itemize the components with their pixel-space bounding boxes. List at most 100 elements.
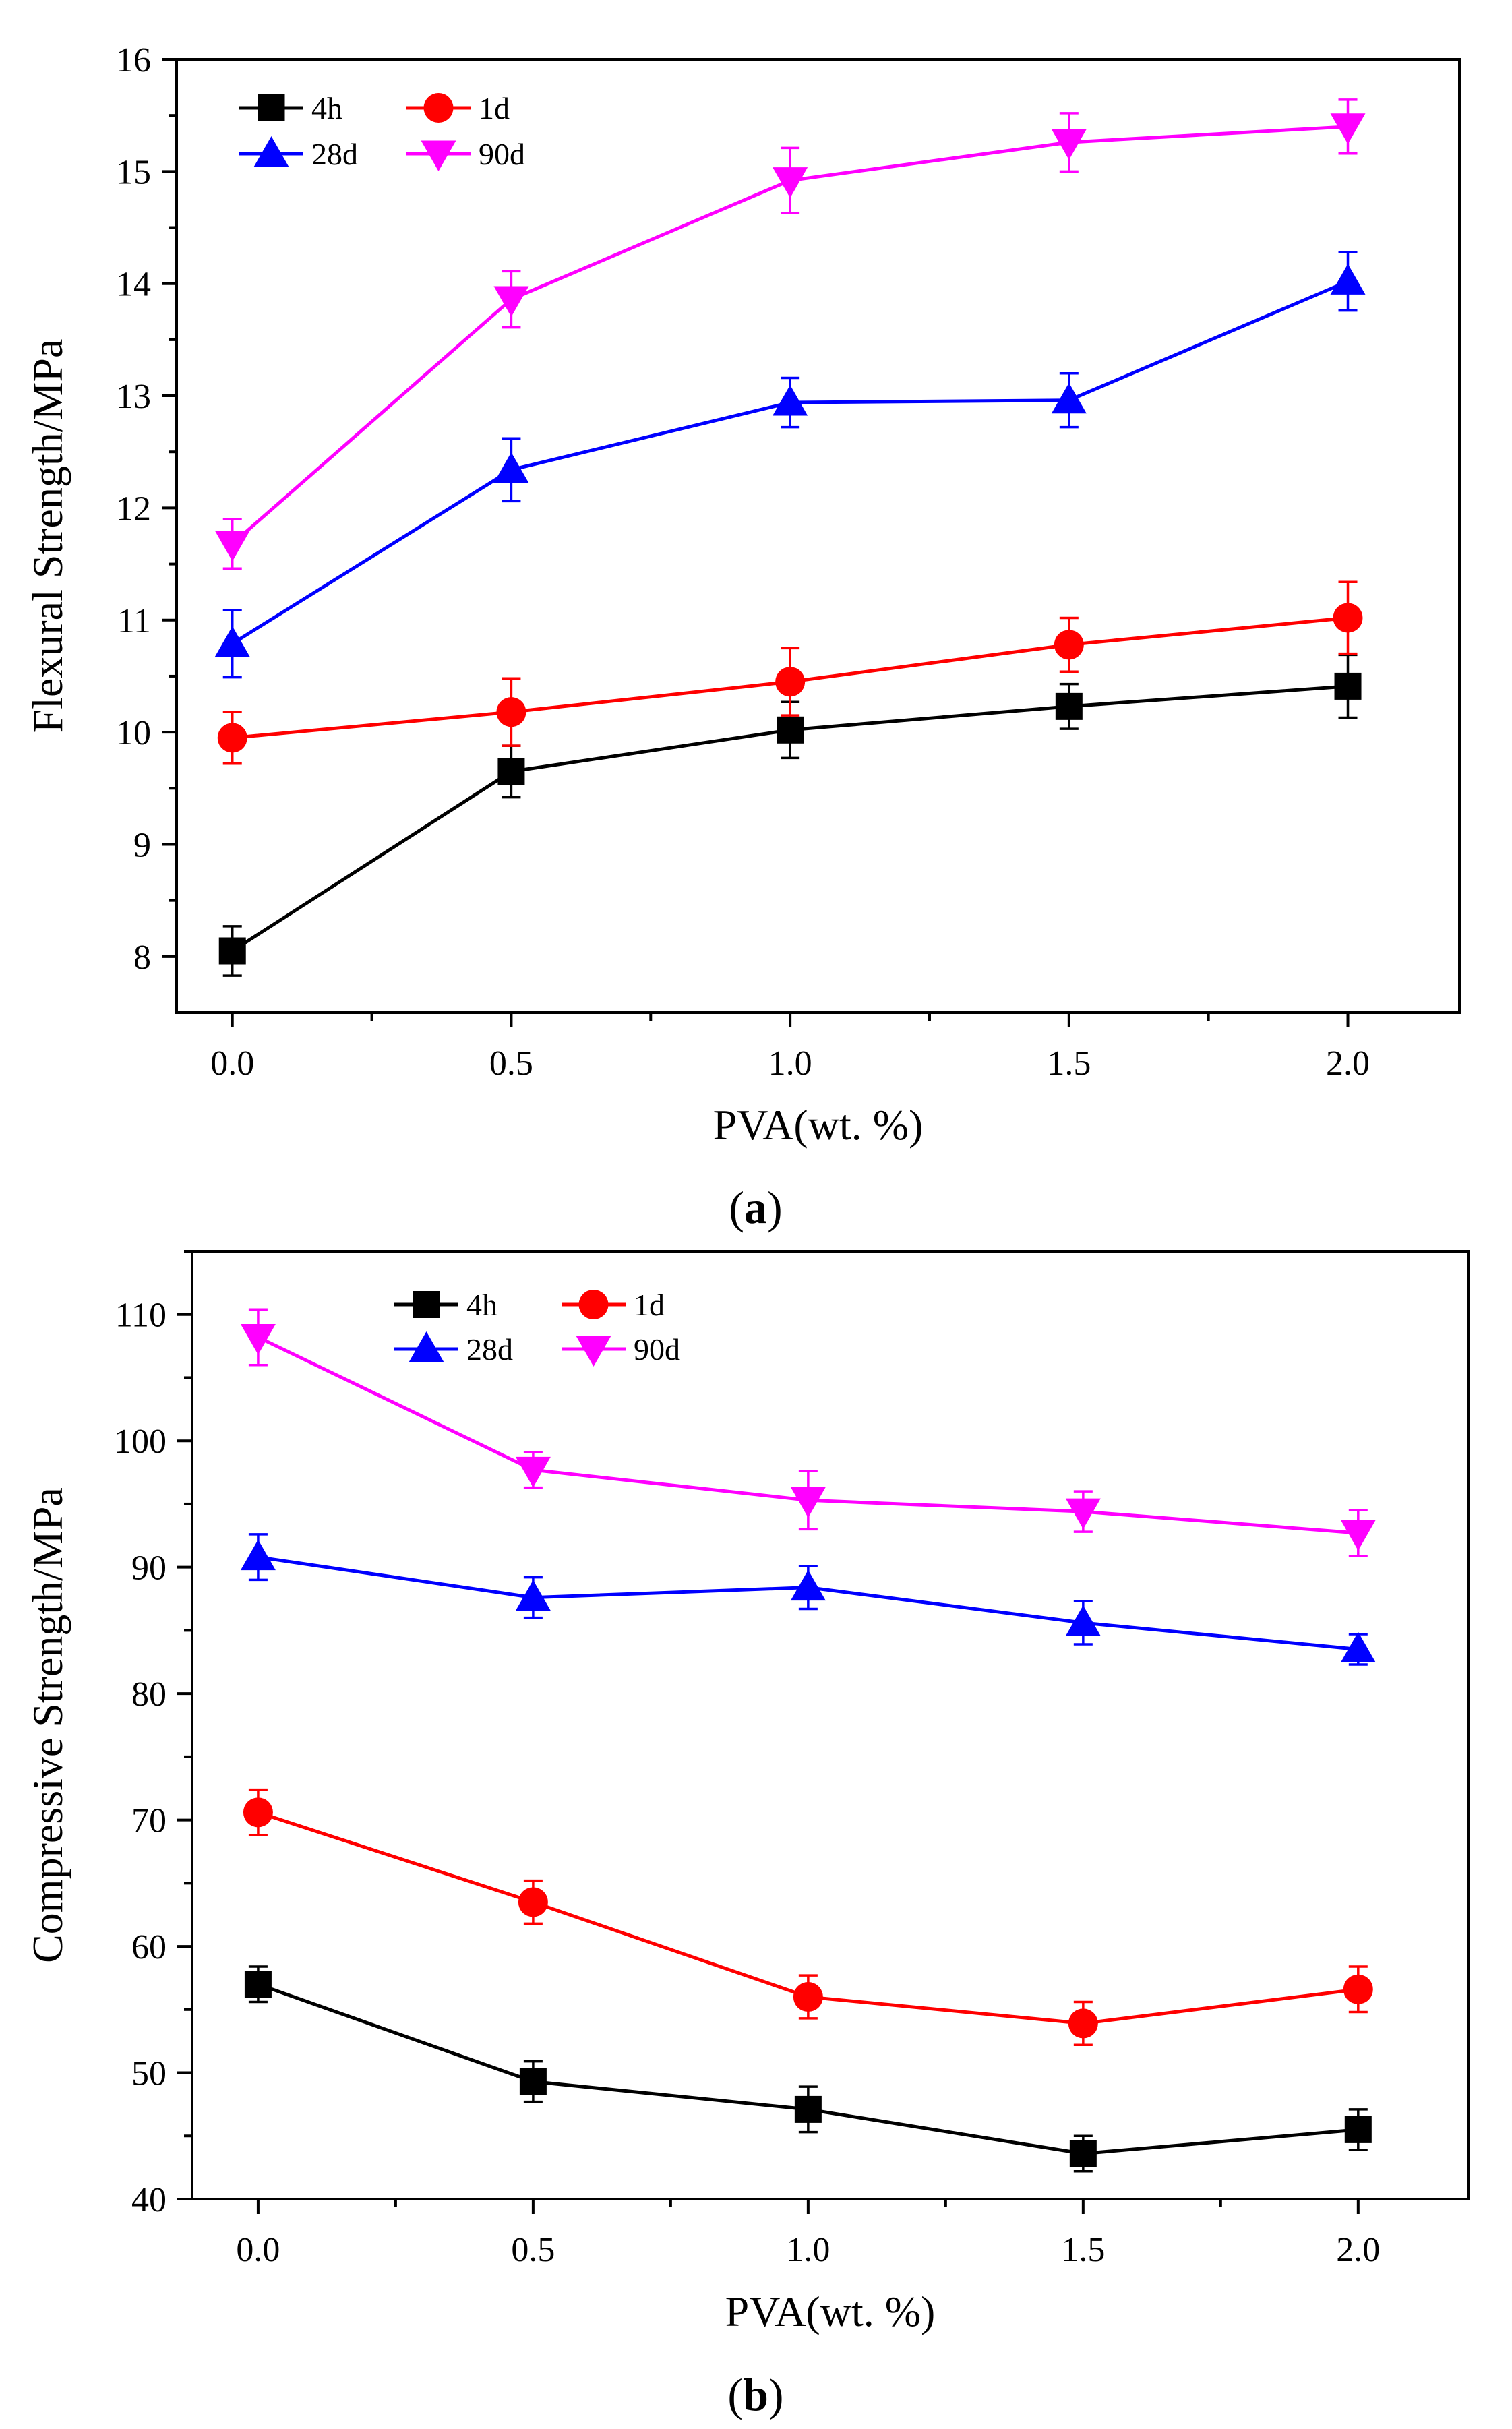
data-point <box>217 723 247 753</box>
data-point <box>218 937 246 965</box>
y-tick-label: 40 <box>131 2181 167 2219</box>
x-tick-label: 1.0 <box>768 1044 812 1083</box>
data-point <box>214 626 250 657</box>
data-point <box>519 2068 547 2095</box>
y-tick-label: 80 <box>131 1675 167 1714</box>
data-point <box>515 1580 551 1611</box>
data-point <box>1330 264 1366 295</box>
legend-label: 28d <box>466 1332 513 1367</box>
series-line <box>231 280 1349 645</box>
legend-label: 28d <box>311 137 358 171</box>
legend-marker <box>409 1331 444 1362</box>
plot-frame <box>175 58 1461 1014</box>
x-tick-label: 1.5 <box>1061 2231 1105 2269</box>
data-point <box>793 1982 823 2012</box>
data-point <box>243 1797 273 1828</box>
panel-a-letter: a <box>744 1182 767 1233</box>
data-point <box>1330 113 1366 144</box>
x-tick-label: 1.0 <box>786 2231 830 2269</box>
y-tick-label: 12 <box>116 489 151 528</box>
y-tick-label: 8 <box>133 938 151 977</box>
legend-marker <box>423 93 454 123</box>
series-90d <box>240 1308 1376 1557</box>
y-tick-label: 70 <box>131 1802 167 1840</box>
x-tick-label: 1.5 <box>1047 1044 1091 1083</box>
legend-marker <box>578 1290 609 1319</box>
legend-label: 90d <box>479 137 525 171</box>
data-point <box>1065 1498 1101 1530</box>
data-point <box>773 167 808 198</box>
data-point <box>1343 1974 1373 2004</box>
panel-a-caption: (a) <box>729 1182 782 1233</box>
data-point <box>244 1971 272 1998</box>
data-point <box>493 452 529 483</box>
series-90d <box>214 98 1366 570</box>
data-point <box>493 286 529 317</box>
legend-label: 90d <box>634 1332 680 1367</box>
data-point <box>515 1456 551 1488</box>
x-axis-label: PVA(wt. %) <box>713 1101 924 1149</box>
data-point <box>1333 603 1363 633</box>
data-point <box>1068 2008 1098 2039</box>
data-point <box>773 385 808 416</box>
y-tick-label: 14 <box>116 266 151 304</box>
series-4h <box>244 1965 1372 2173</box>
y-tick-label: 100 <box>114 1422 167 1461</box>
y-tick-label: 110 <box>115 1296 167 1335</box>
data-point <box>790 1487 826 1518</box>
data-point <box>1065 1605 1101 1636</box>
legend-label: 1d <box>479 91 510 125</box>
data-point <box>1340 1520 1376 1551</box>
data-point <box>1344 2116 1372 2143</box>
data-point <box>240 1539 276 1571</box>
series-28d <box>214 251 1366 679</box>
x-tick-label: 2.0 <box>1326 1044 1370 1083</box>
series-1d <box>243 1788 1373 2047</box>
data-point <box>214 531 250 562</box>
legend-marker <box>253 136 289 167</box>
panel-b-letter: b <box>743 2369 768 2420</box>
y-tick-label: 11 <box>117 602 151 640</box>
y-tick-label: 9 <box>133 826 151 864</box>
legend-marker <box>413 1291 440 1318</box>
data-point <box>1334 672 1362 700</box>
legend-marker <box>421 140 456 171</box>
y-tick-label: 50 <box>131 2055 167 2093</box>
chart-panel-b: 40 50 60 70 80 90 100 110 0.0 0.5 1.0 1.5 2.0 PVA(wt.… <box>24 1250 1470 2335</box>
x-tick-label: 0.0 <box>236 2231 280 2269</box>
data-point <box>1051 129 1087 160</box>
legend-marker <box>576 1336 611 1367</box>
data-point <box>775 667 806 697</box>
series-1d <box>217 580 1363 765</box>
x-tick-label: 0.5 <box>511 2231 555 2269</box>
data-point <box>1054 630 1084 660</box>
x-tick-label: 0.5 <box>489 1044 533 1083</box>
y-tick-label: 15 <box>116 153 151 191</box>
legend: 4h 1d 28d 90d <box>394 1288 680 1367</box>
x-axis-label: PVA(wt. %) <box>725 2287 936 2335</box>
panel-b-caption: (b) <box>727 2369 783 2420</box>
series-4h <box>218 653 1362 977</box>
data-point <box>518 1887 548 1917</box>
legend-label: 4h <box>466 1288 497 1322</box>
chart-panel-a: 8 9 10 11 12 13 14 15 16 0.0 0.5 1.0 1.5 2.0 PVA(wt. %… <box>24 41 1461 1149</box>
x-tick-label: 0.0 <box>210 1044 254 1083</box>
x-tick-label: 2.0 <box>1336 2231 1380 2269</box>
series-28d <box>240 1533 1376 1666</box>
data-point <box>1069 2140 1097 2167</box>
data-point <box>790 1569 826 1601</box>
data-point <box>794 2095 822 2123</box>
data-point <box>1340 1631 1376 1663</box>
legend-label: 1d <box>634 1288 665 1322</box>
y-tick-label: 90 <box>131 1549 167 1588</box>
y-tick-label: 16 <box>116 41 151 80</box>
y-tick-label: 10 <box>116 714 151 752</box>
data-point <box>777 716 804 744</box>
y-axis-label: Compressive Strength/MPa <box>24 1487 71 1963</box>
legend-label: 4h <box>311 91 342 125</box>
plot-frame <box>191 1250 1470 2200</box>
data-point <box>1055 692 1083 720</box>
y-axis-label: Flexural Strength/MPa <box>24 339 71 733</box>
y-tick-label: 60 <box>131 1928 167 1967</box>
